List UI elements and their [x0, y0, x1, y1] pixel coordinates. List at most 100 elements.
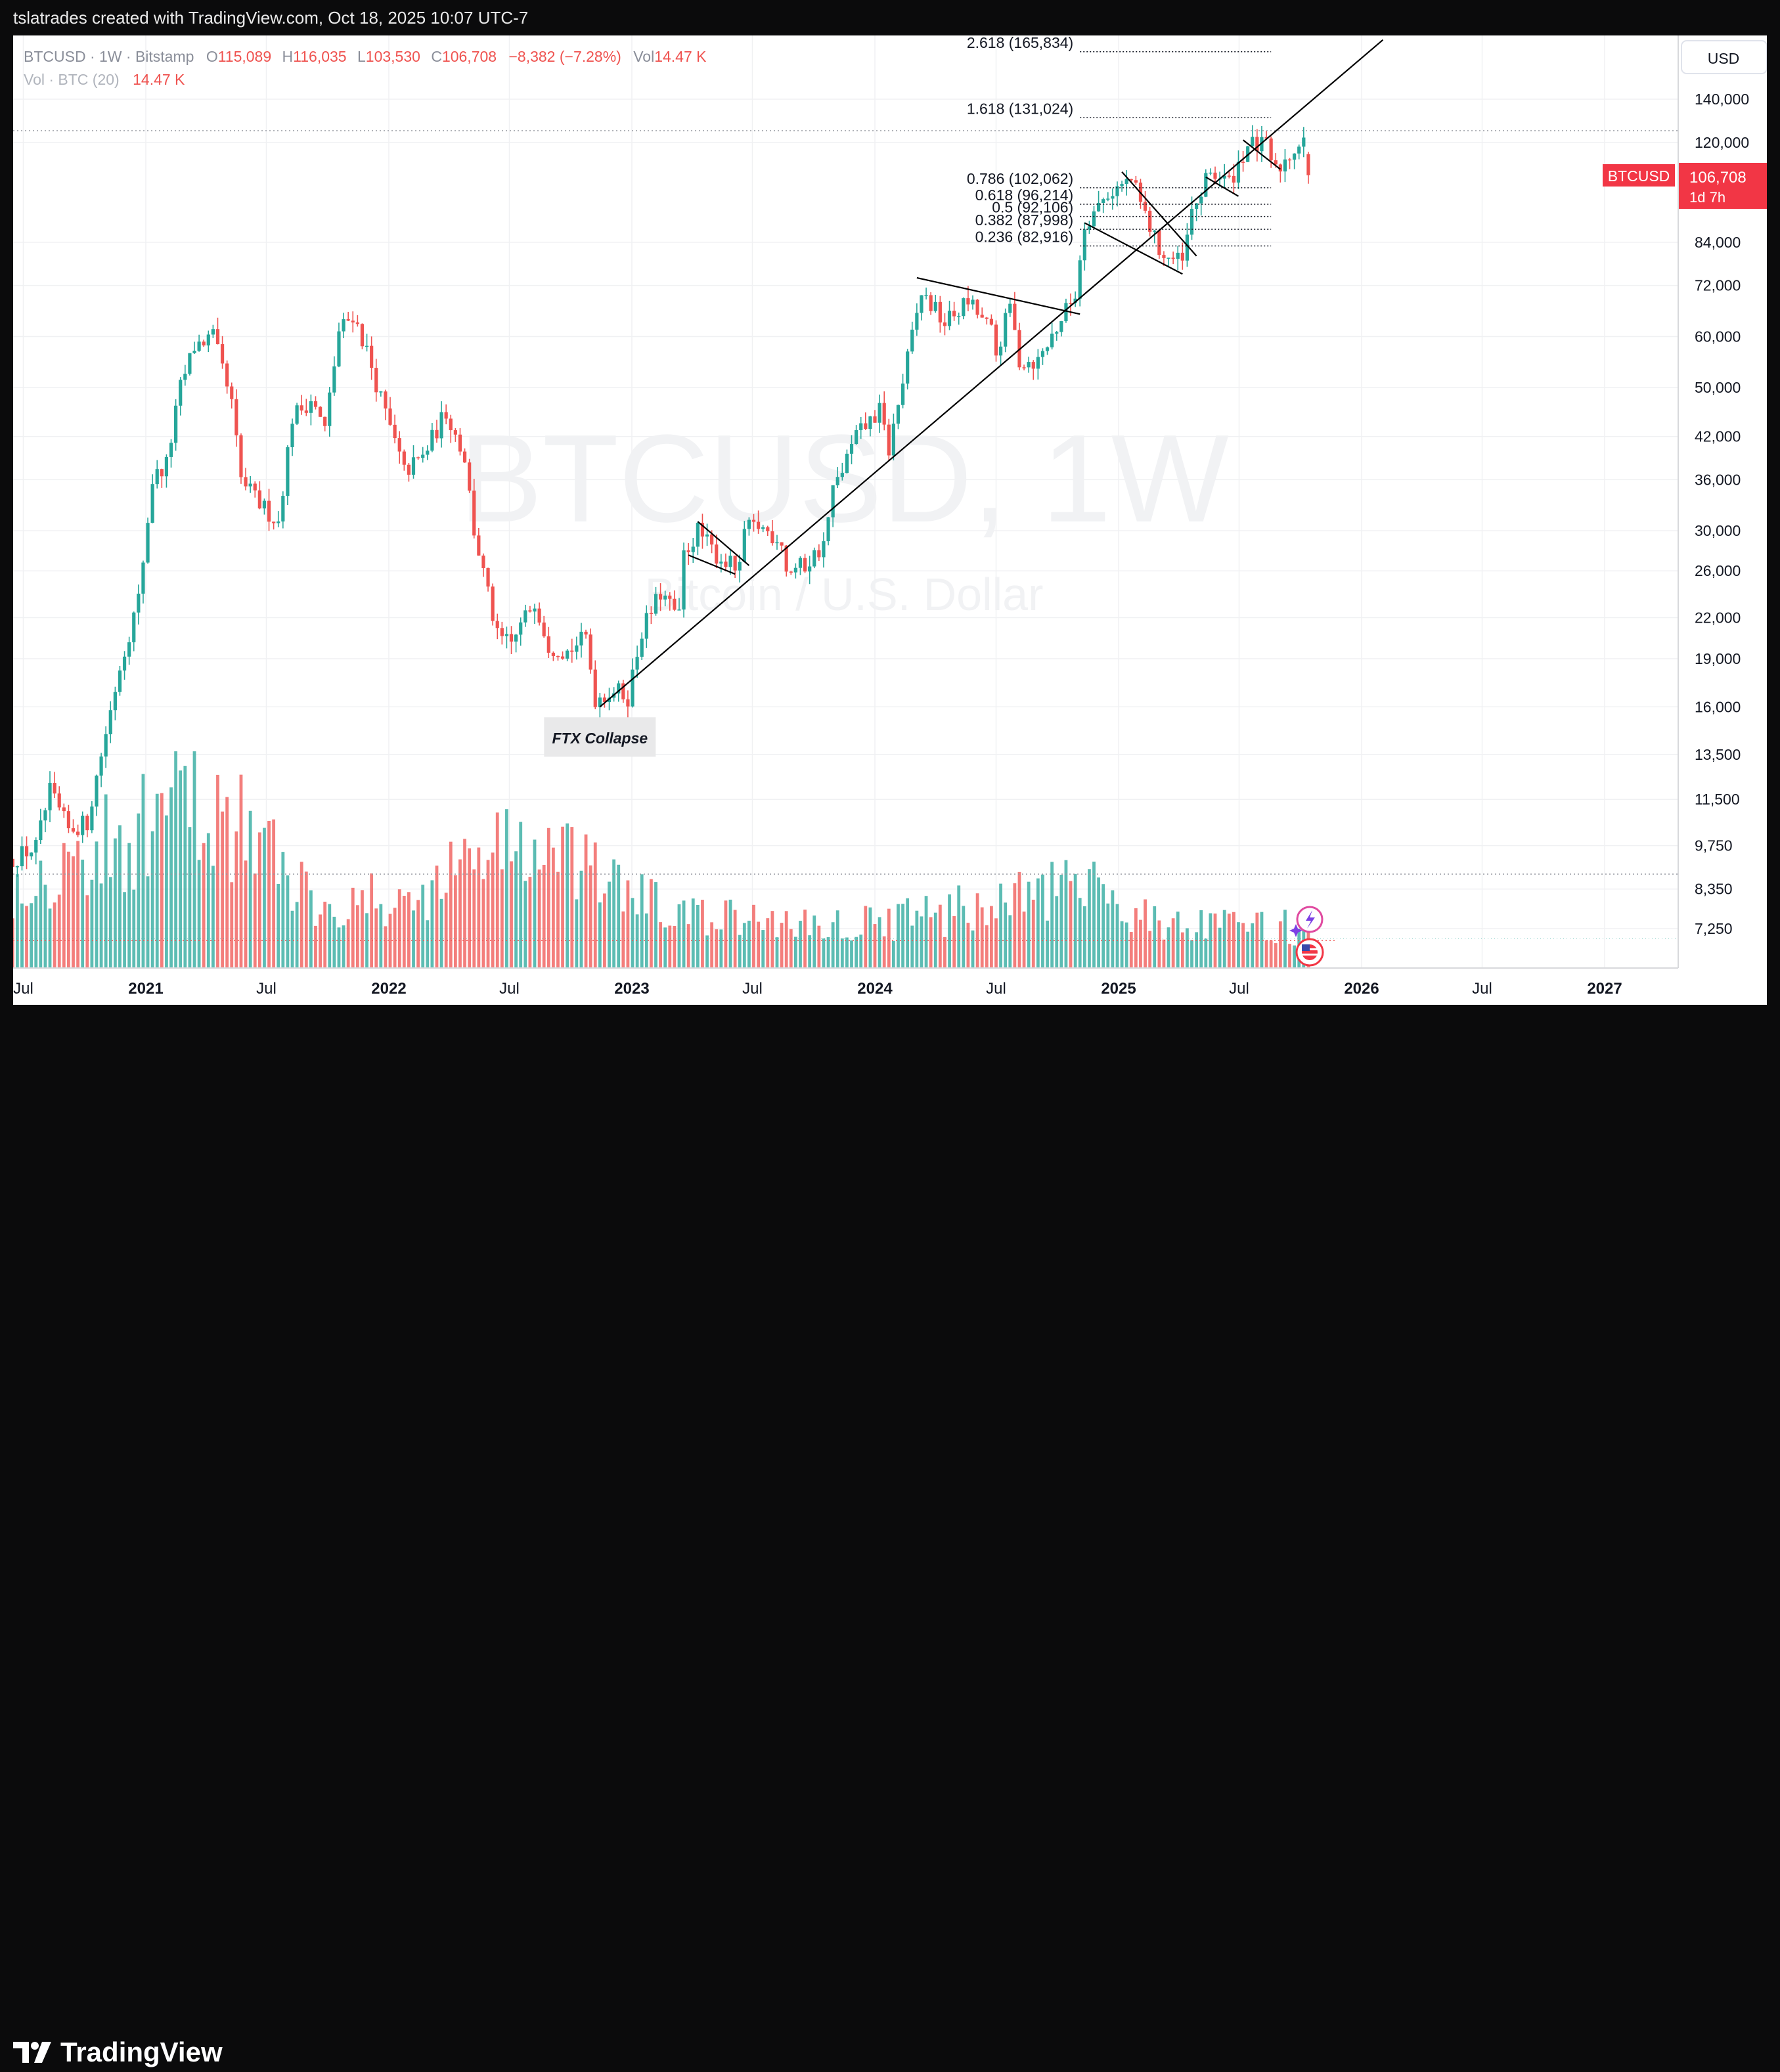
candlestick-chart[interactable]: BTCUSD, 1W Bitcoin / U.S. Dollar 0.236 (… [11, 34, 1768, 1005]
candle-body [882, 403, 886, 425]
candle-body [30, 852, 33, 857]
candle-body [453, 430, 457, 435]
candle-body [556, 655, 560, 657]
candle-body [640, 638, 644, 657]
candle-body [104, 734, 108, 757]
volume-bar [915, 910, 919, 968]
volume-bar [1288, 944, 1291, 968]
candle-body [1059, 321, 1063, 332]
candle-body [1227, 175, 1231, 177]
volume-bar [575, 899, 579, 968]
candle-body [733, 556, 737, 571]
volume-bar [39, 860, 43, 968]
volume-bar [1120, 921, 1124, 968]
volume-bar [1293, 945, 1297, 968]
candle-body [304, 410, 308, 413]
volume-bar [257, 832, 261, 968]
candle-body [281, 496, 285, 522]
price-tick-label: 42,000 [1695, 428, 1741, 445]
volume-bar [770, 911, 774, 968]
volume-bar [793, 937, 797, 968]
reference-lines [13, 130, 1678, 941]
volume-bar [127, 843, 131, 968]
candle-body [253, 483, 257, 491]
candle-body [998, 346, 1003, 356]
trendline [1121, 171, 1197, 257]
time-tick-label: Jul [256, 980, 277, 998]
tradingview-logo[interactable]: TradingView [13, 2036, 223, 2069]
volume-bar [1022, 912, 1026, 968]
candle-body [878, 403, 881, 423]
volume-bar [1134, 908, 1138, 968]
candle-body [668, 595, 672, 599]
trendlines[interactable] [599, 39, 1384, 708]
chart-panel[interactable]: BTCUSD, 1W Bitcoin / U.S. Dollar 0.236 (… [11, 34, 1768, 1005]
volume-bar [631, 898, 634, 968]
candle-body [132, 612, 136, 643]
volume-bar [85, 895, 89, 968]
volume-bar [640, 874, 644, 968]
price-candles [11, 125, 1310, 879]
candle-body [1176, 252, 1180, 259]
volume-bar [710, 922, 714, 968]
candle-body [439, 412, 443, 439]
volume-bar [873, 924, 877, 968]
fib-level-label: 0.236 (82,916) [975, 228, 1074, 245]
candle-body [1157, 231, 1161, 255]
event-icons[interactable] [1289, 906, 1324, 967]
candle-body [602, 697, 607, 702]
ai-sparkle-icon[interactable] [1289, 906, 1324, 937]
candle-body [896, 405, 901, 424]
volume-bar [346, 919, 350, 968]
candle-body [700, 523, 705, 537]
candle-body [15, 866, 19, 868]
candle-body [891, 424, 895, 456]
volume-bar [1008, 915, 1012, 968]
volume-bar [999, 883, 1002, 968]
volume-bar [1088, 869, 1091, 968]
volume-bar [780, 923, 784, 968]
volume-bar [519, 822, 523, 968]
candle-body [770, 531, 774, 544]
volume-bar [705, 935, 709, 968]
candle-body [449, 418, 453, 431]
candle-body [1251, 137, 1255, 146]
candle-body [211, 329, 215, 335]
candle-body [971, 299, 975, 305]
volume-bar [486, 860, 490, 968]
volume-bar [1269, 940, 1273, 968]
volume-bar [742, 923, 746, 968]
candle-body [621, 683, 625, 699]
candle-body [957, 316, 961, 317]
candle-body [1115, 186, 1119, 196]
candle-body [1153, 231, 1157, 232]
volume-bar [924, 896, 928, 968]
us-economic-event-icon[interactable] [1295, 938, 1324, 967]
time-tick-label: Jul [1229, 980, 1249, 998]
candle-body [76, 831, 80, 835]
candle-body [705, 534, 709, 537]
volume-bar [1036, 878, 1040, 968]
volume-bar [137, 813, 141, 968]
volume-bar [351, 887, 355, 968]
volume-bar [1237, 922, 1240, 968]
candle-body [491, 586, 495, 621]
candle-body [500, 628, 504, 636]
volume-bar [30, 903, 33, 968]
volume-bar [332, 916, 336, 968]
candle-body [1148, 210, 1152, 232]
volume-bar [1041, 874, 1044, 968]
volume-bar [589, 865, 592, 968]
volume-bar [323, 901, 327, 968]
volume-bar [598, 902, 602, 968]
candle-body [1106, 198, 1110, 200]
volume-bar [673, 925, 677, 968]
legend-vol-indicator: Vol · BTC (20) [24, 71, 120, 88]
volume-bar [370, 873, 374, 968]
legend-low-value: 103,530 [366, 48, 420, 65]
volume-bar [682, 900, 686, 968]
candle-body [290, 424, 294, 447]
volume-bar [775, 937, 779, 968]
annotation-label: FTX Collapse [552, 730, 648, 747]
volume-bar [202, 843, 206, 968]
